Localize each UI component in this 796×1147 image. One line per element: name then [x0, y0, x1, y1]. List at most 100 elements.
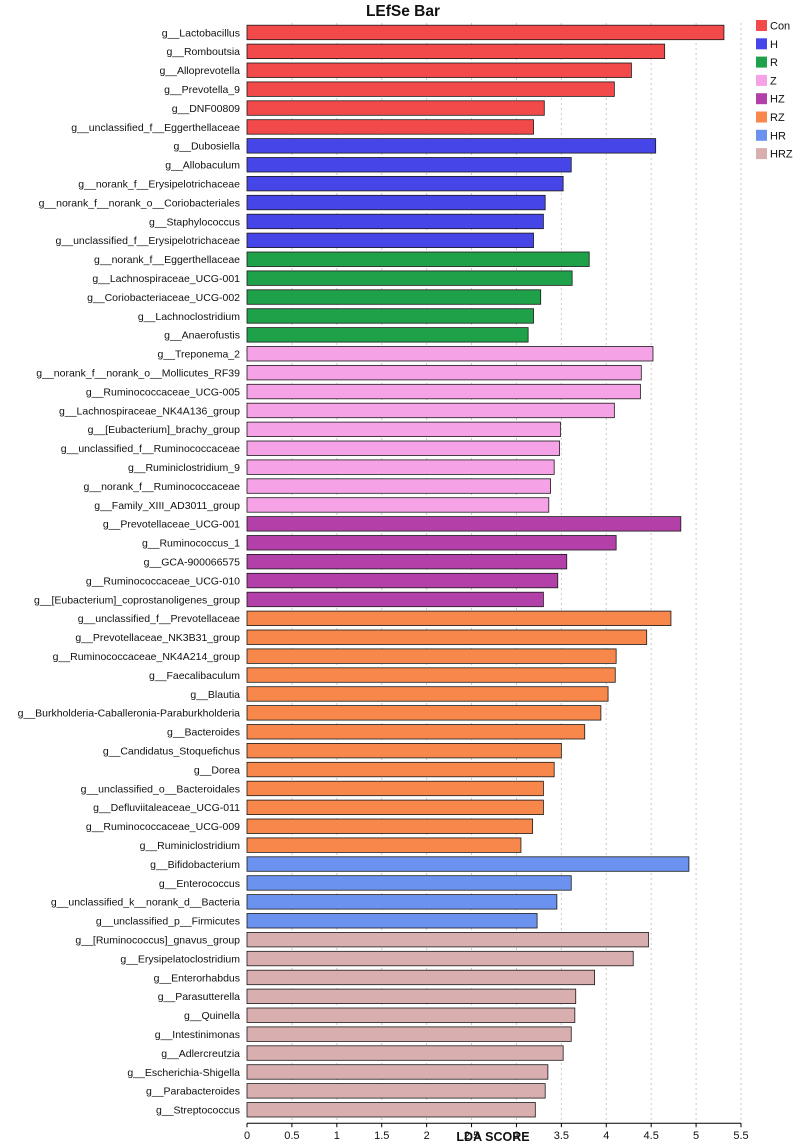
bar-hrz: [246, 1064, 549, 1080]
bar-rz: [246, 780, 544, 797]
bar-rz: [246, 667, 616, 683]
category-label: g__Dorea: [194, 764, 240, 776]
x-axis: 0 0.5 1 1.5 2 2.5 3 3.5 4 4.5 5 5.5: [244, 1122, 749, 1142]
bar-con: [246, 43, 666, 59]
category-label: g__norank_f__Eggerthellaceae: [94, 254, 240, 266]
bar-rz: [246, 724, 586, 740]
category-label: g__[Eubacterium]_coprostanoligenes_group: [34, 594, 240, 606]
bar-hz: [246, 591, 544, 608]
x-tick-label: 4.5: [644, 1130, 659, 1142]
bar-rz: [246, 686, 609, 702]
category-label: g__Dubosiella: [173, 141, 240, 153]
category-label: g__norank_f__Ruminococcaceae: [84, 481, 241, 493]
legend-label: Con: [770, 21, 790, 33]
bar-hr: [246, 875, 572, 891]
bar-r: [246, 327, 529, 343]
category-label: g__unclassified_f__Eggerthellaceae: [71, 122, 240, 134]
bar-rz: [246, 761, 555, 778]
bar-z: [246, 383, 641, 400]
legend-label: R: [770, 57, 778, 69]
bar-hz: [246, 535, 617, 551]
legend-swatch-hrz: [756, 148, 767, 160]
x-tick-label: 3: [513, 1130, 519, 1142]
category-labels: g__Lactobacillus g__Romboutsia g__Alloprev…: [18, 27, 241, 1116]
bar-con: [246, 81, 615, 97]
legend-label: HZ: [770, 94, 785, 106]
category-label: g__Parasutterella: [158, 991, 240, 1003]
x-tick-label: 2.5: [464, 1130, 479, 1142]
category-label: g__Quinella: [184, 1010, 240, 1022]
x-tick-label: 1: [334, 1130, 340, 1142]
category-label: g__Enterorhabdus: [154, 972, 240, 984]
category-label: g__Anaerofustis: [164, 330, 240, 342]
bar-rz: [246, 705, 602, 721]
bar-hrz: [246, 969, 595, 986]
x-tick-label: 1.5: [374, 1130, 389, 1142]
bar-rz: [246, 799, 544, 815]
bar-rz: [246, 837, 522, 853]
category-label: g__Blautia: [190, 689, 240, 701]
category-label: g__Treponema_2: [157, 349, 240, 361]
bar-z: [246, 364, 642, 381]
bar-con: [246, 62, 632, 78]
category-label: g__unclassified_p__Firmicutes: [96, 916, 240, 928]
legend-swatch-hr: [756, 129, 767, 141]
category-label: g__Adlercreutzia: [161, 1048, 240, 1060]
category-label: g__Faecalibaculum: [149, 670, 240, 682]
category-label: g__Staphylococcus: [149, 216, 240, 228]
bar-h: [246, 157, 572, 173]
bar-con: [246, 119, 534, 135]
legend-swatch-z: [756, 74, 767, 86]
bar-hrz: [246, 1026, 572, 1042]
bar-z: [246, 459, 555, 475]
category-label: g__Escherichia-Shigella: [127, 1067, 240, 1079]
category-label: g__Candidatus_Stoquefichus: [103, 745, 240, 757]
bar-r: [246, 308, 534, 324]
category-label: g__Lachnoclostridium: [138, 311, 240, 323]
legend-swatch-r: [756, 56, 767, 68]
category-label: g__Enterococcus: [159, 878, 240, 890]
category-label: g__unclassified_f__Ruminococcaceae: [61, 443, 240, 455]
category-label: g__Romboutsia: [166, 46, 240, 58]
category-label: g__[Ruminococcus]_gnavus_group: [75, 934, 240, 946]
category-label: g__unclassified_o__Bacteroidales: [81, 783, 240, 795]
category-label: g__Ruminococcaceae_UCG-005: [86, 386, 240, 398]
legend-swatch-h: [756, 38, 767, 50]
bar-rz: [246, 610, 672, 626]
bar-hz: [246, 554, 568, 570]
category-label: g__Ruminococcaceae_UCG-009: [86, 821, 240, 833]
category-label: g__Prevotellaceae_UCG-001: [103, 519, 240, 531]
bar-r: [246, 251, 590, 267]
category-label: g__Ruminiclostridium: [140, 840, 241, 852]
legend-swatch-con: [756, 20, 767, 31]
bar-hrz: [246, 1007, 576, 1023]
category-label: g__Ruminiclostridium_9: [128, 462, 240, 474]
bar-hr: [246, 856, 690, 872]
x-tick-label: 2: [424, 1130, 430, 1142]
x-tick-label: 5.5: [733, 1130, 748, 1142]
bar-h: [246, 194, 546, 211]
category-label: g__Streptococcus: [156, 1105, 240, 1117]
bar-z: [246, 402, 615, 419]
category-label: g__norank_f__norank_o__Mollicutes_RF39: [36, 367, 240, 379]
category-label: g__Ruminococcus_1: [142, 538, 240, 550]
x-tick-label: 4: [603, 1130, 609, 1142]
category-label: g__Burkholderia-Caballeronia-Paraburkhol…: [18, 708, 241, 720]
bars: [246, 24, 725, 1118]
legend-label: H: [770, 39, 778, 51]
category-label: g__unclassified_f__Prevotellaceae: [78, 613, 240, 625]
bar-h: [246, 175, 564, 192]
category-label: g__Erysipelatoclostridium: [120, 953, 240, 965]
category-label: g__Lachnospiraceae_NK4A136_group: [59, 405, 240, 417]
x-axis-label: LDA SCORE: [456, 1130, 529, 1144]
bar-hrz: [246, 932, 649, 948]
category-label: g__Ruminococcaceae_UCG-010: [86, 575, 240, 587]
category-label: g__Intestinimonas: [155, 1029, 240, 1041]
category-label: g__Alloprevotella: [159, 65, 240, 77]
bar-z: [246, 421, 561, 438]
bar-rz: [246, 818, 534, 834]
category-label: g__Prevotella_9: [164, 84, 240, 96]
category-label: g__Lachnospiraceae_UCG-001: [92, 273, 240, 285]
